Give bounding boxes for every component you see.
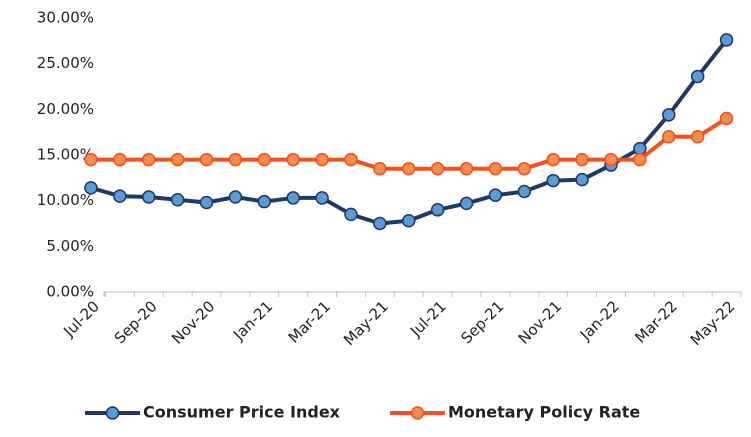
data-point — [546, 152, 560, 167]
data-point — [228, 152, 243, 167]
data-point — [488, 161, 503, 176]
data-point — [459, 196, 474, 211]
data-point — [633, 152, 647, 167]
data-point — [170, 193, 185, 207]
series-line — [90, 116, 728, 171]
data-point — [402, 214, 416, 228]
data-point — [113, 152, 127, 167]
data-point — [141, 190, 156, 204]
data-point — [344, 152, 358, 167]
y-tick-label: 10.00% — [37, 191, 94, 209]
data-point — [170, 152, 185, 167]
y-tick-label: 15.00% — [37, 146, 94, 164]
legend-label: Monetary Policy Rate — [448, 403, 640, 422]
data-point — [84, 181, 98, 195]
x-tick-label: Sep-20 — [111, 297, 161, 347]
y-tick-label: 25.00% — [37, 54, 94, 72]
data-point — [344, 207, 358, 222]
data-point — [286, 152, 300, 167]
data-point — [84, 152, 98, 167]
data-point — [315, 152, 329, 167]
data-point — [257, 194, 272, 209]
x-tick-label: Sep-21 — [457, 297, 507, 347]
data-point — [488, 188, 503, 202]
data-point — [517, 161, 532, 176]
x-tick-label: Jan-22 — [576, 297, 623, 344]
data-point — [604, 152, 618, 167]
y-tick-label: 0.00% — [46, 283, 94, 301]
data-point — [199, 195, 214, 210]
data-point — [113, 189, 127, 203]
y-tick-label: 5.00% — [46, 237, 94, 255]
x-tick-label: Jan-21 — [229, 297, 276, 344]
data-point — [402, 161, 416, 176]
data-point — [575, 152, 589, 167]
data-point — [662, 108, 676, 122]
legend: Consumer Price Index Monetary Policy Rate — [85, 403, 640, 422]
data-point — [141, 152, 156, 167]
data-point — [575, 172, 589, 187]
data-point — [228, 190, 243, 204]
y-tick-label: 20.00% — [37, 100, 94, 118]
data-point — [690, 69, 705, 84]
x-tick-label: Jul-20 — [59, 297, 103, 341]
data-point — [633, 141, 647, 156]
x-tick-label: May-21 — [340, 297, 392, 349]
data-point — [719, 111, 734, 126]
data-point — [690, 129, 705, 144]
data-point — [546, 173, 560, 188]
data-point — [430, 203, 445, 217]
x-tick-label: Nov-21 — [515, 297, 565, 347]
x-tick-label: May-22 — [687, 297, 739, 349]
data-point — [257, 152, 272, 167]
data-point — [373, 216, 387, 231]
x-tick-label: Nov-20 — [168, 297, 218, 347]
data-point — [286, 191, 300, 205]
x-tick-label: Jul-21 — [406, 297, 450, 341]
legend-marker — [105, 406, 120, 420]
series-line — [90, 38, 729, 226]
data-point — [315, 191, 329, 205]
data-point — [719, 33, 734, 47]
legend-label: Consumer Price Index — [143, 403, 341, 422]
legend-marker — [410, 406, 425, 420]
x-tick-label: Mar-22 — [631, 297, 680, 346]
y-tick-label: 30.00% — [37, 9, 94, 27]
x-tick-label: Mar-21 — [285, 297, 334, 346]
data-point — [459, 161, 474, 176]
data-point — [199, 152, 214, 167]
data-point — [517, 184, 532, 199]
data-point — [373, 161, 387, 176]
data-point — [662, 129, 676, 144]
data-point — [430, 161, 445, 176]
